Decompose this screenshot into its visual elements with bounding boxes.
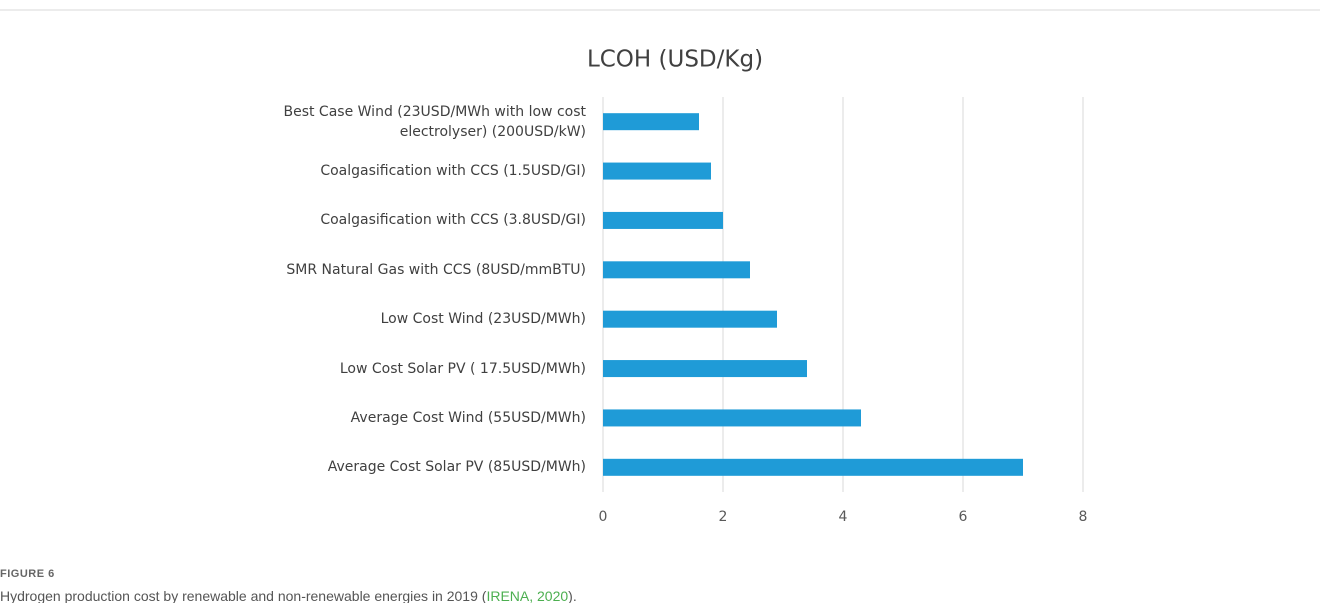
- x-tick-label: 0: [599, 509, 608, 525]
- x-tick-label: 6: [959, 509, 968, 525]
- chart: LCOH (USD/Kg) 0 2 4 6 8: [0, 9, 1320, 525]
- bar: [603, 310, 777, 328]
- caption-label: FIGURE 6: [0, 568, 55, 580]
- y-tick-label: SMR Natural Gas with CCS (8USD/mmBTU): [286, 261, 586, 278]
- bar: [603, 458, 1023, 476]
- y-tick-label: Average Cost Wind (55USD/MWh): [350, 409, 586, 426]
- y-tick-label: Coalgasification with CCS (3.8USD/GI): [320, 212, 586, 229]
- citation: IRENA, 2020: [486, 588, 569, 603]
- bar: [603, 162, 711, 180]
- y-tick-label: Low Cost Solar PV ( 17.5USD/MWh): [339, 360, 586, 377]
- bar: [603, 261, 750, 279]
- bar: [603, 409, 861, 427]
- y-tick-label: Coalgasification with CCS (1.5USD/GI): [320, 163, 586, 180]
- caption-text: Hydrogen production cost by renewable an…: [0, 588, 487, 603]
- y-tick-label: Average Cost Solar PV (85USD/MWh): [327, 459, 586, 476]
- y-tick-label: Low Cost Wind (23USD/MWh): [380, 311, 586, 328]
- bar: [603, 360, 807, 378]
- bar: [603, 211, 723, 229]
- x-tick-label: 2: [719, 509, 728, 525]
- caption: Hydrogen production cost by renewable an…: [0, 588, 577, 603]
- caption-end: ).: [568, 588, 577, 603]
- x-tick-label: 4: [839, 509, 848, 525]
- chart-title: LCOH (USD/Kg): [587, 47, 763, 73]
- x-tick-label: 8: [1079, 509, 1088, 525]
- y-tick-label: Best Case Wind (23USD/MWh with low cost …: [283, 103, 586, 140]
- bar: [603, 113, 699, 131]
